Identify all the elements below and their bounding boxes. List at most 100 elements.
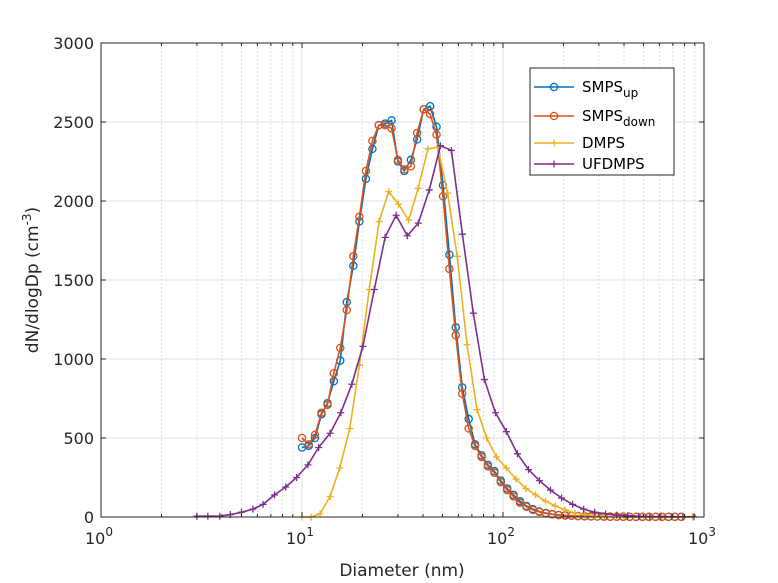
data-point-marker: [547, 510, 557, 519]
data-point-marker: [400, 165, 409, 174]
data-point-marker: [512, 475, 520, 483]
data-point-marker: [387, 116, 396, 125]
data-point-marker: [342, 305, 352, 315]
legend-label-name: SMPS: [582, 107, 623, 125]
data-point-marker: [293, 474, 301, 481]
legend-marker: [550, 139, 558, 147]
legend-marker: [549, 82, 559, 92]
data-point-marker: [490, 468, 499, 478]
data-point-marker: [561, 506, 569, 514]
series-line: [196, 144, 694, 518]
x-tick-label-base: 10: [688, 529, 708, 548]
data-point-marker: [464, 414, 473, 424]
data-point-marker: [370, 285, 378, 293]
data-point-marker: [547, 486, 555, 494]
data-point-marker: [509, 492, 518, 501]
y-tick-label: 0: [84, 508, 94, 527]
data-point-marker: [392, 211, 400, 219]
data-point-marker: [323, 400, 332, 410]
data-point-marker: [387, 124, 396, 133]
data-point-marker: [282, 483, 290, 491]
legend-label-subscript: up: [623, 86, 638, 100]
data-point-marker: [405, 216, 413, 224]
data-point-marker: [532, 491, 540, 499]
data-point-marker: [259, 500, 267, 508]
data-point-marker: [425, 186, 433, 194]
x-tick-label-base: 10: [487, 529, 507, 548]
x-tick-label-exponent: 2: [507, 525, 515, 539]
data-point-marker: [424, 145, 432, 153]
data-point-marker: [513, 450, 521, 458]
data-point-marker: [403, 232, 411, 240]
data-point-marker: [469, 309, 477, 317]
x-tick-label-exponent: 3: [708, 525, 716, 539]
legend-label: SMPSdown: [582, 107, 655, 129]
data-point-marker: [393, 155, 403, 165]
data-point-marker: [336, 464, 344, 472]
data-point-marker: [361, 166, 371, 176]
data-point-marker: [451, 331, 460, 340]
axes-layer: [100, 42, 705, 518]
data-point-marker: [591, 508, 599, 516]
data-point-marker: [535, 477, 543, 485]
data-point-marker: [375, 218, 383, 226]
data-point-marker: [438, 192, 448, 201]
data-point-marker: [329, 376, 339, 386]
data-point-marker: [381, 233, 389, 241]
data-point-marker: [368, 136, 377, 146]
data-point-marker: [480, 376, 488, 384]
legend: SMPSup SMPSdown DMPS UFDMPS: [529, 67, 675, 176]
data-point-marker: [463, 341, 471, 349]
data-point-marker: [432, 130, 441, 139]
data-point-marker: [380, 120, 390, 130]
data-point-marker: [458, 230, 466, 238]
legend-label: SMPSup: [582, 78, 638, 100]
legend-item-dmps: DMPS: [534, 134, 625, 152]
data-point-marker: [304, 461, 312, 469]
y-tick-label: 2000: [53, 192, 94, 211]
data-point-marker: [368, 144, 377, 154]
data-point-marker: [316, 510, 324, 518]
data-point-marker: [444, 189, 452, 197]
data-point-marker: [445, 250, 454, 259]
data-point-marker: [425, 109, 435, 119]
x-tick-label: 101: [286, 525, 314, 548]
legend-label-name: DMPS: [582, 134, 625, 152]
data-point-marker: [464, 424, 473, 433]
data-point-marker: [317, 408, 326, 417]
x-tick-label-exponent: 0: [105, 525, 113, 539]
legend-label-name: UFDMPS: [582, 155, 645, 173]
x-tick-label: 100: [85, 525, 113, 548]
data-point-marker: [271, 491, 279, 499]
data-point-marker: [315, 443, 323, 451]
data-point-marker: [394, 200, 402, 208]
data-point-marker: [419, 105, 428, 114]
data-point-marker: [346, 425, 354, 433]
x-tick-label: 103: [688, 525, 716, 548]
data-point-marker: [473, 406, 481, 414]
data-point-marker: [412, 128, 422, 138]
data-point-marker: [524, 466, 532, 474]
data-point-marker: [522, 485, 530, 493]
data-point-marker: [602, 510, 610, 518]
data-point-marker: [502, 464, 510, 472]
data-point-marker: [483, 434, 491, 442]
data-point-marker: [326, 492, 334, 500]
y-axis-label: dN/dlogDp (cm-3): [20, 207, 43, 353]
data-point-marker: [374, 120, 384, 130]
data-point-marker: [445, 264, 454, 274]
legend-label: UFDMPS: [582, 155, 645, 173]
data-point-marker: [483, 462, 493, 471]
y-tick-label: 2500: [53, 113, 94, 132]
data-point-marker: [355, 212, 364, 222]
data-point-marker: [515, 498, 525, 508]
data-point-marker: [310, 430, 320, 440]
legend-label-subscript: down: [623, 115, 655, 129]
data-point-marker: [491, 409, 499, 417]
legend-item-ufdmps: UFDMPS: [534, 155, 645, 173]
y-axis-label-superscript: -3: [20, 213, 34, 225]
data-point-marker: [336, 343, 345, 353]
data-point-marker: [453, 252, 461, 260]
legend-marker: [550, 160, 558, 168]
